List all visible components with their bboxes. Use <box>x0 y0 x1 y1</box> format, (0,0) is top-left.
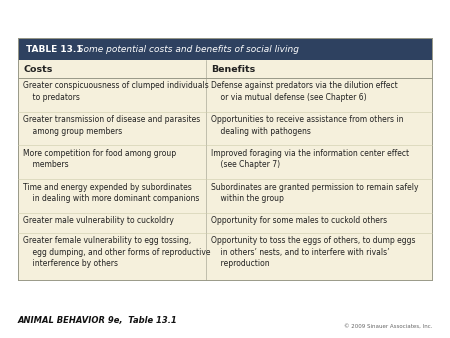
Bar <box>18 60 432 280</box>
Text: Subordinates are granted permission to remain safely
    within the group: Subordinates are granted permission to r… <box>212 183 419 203</box>
Text: Greater transmission of disease and parasites
    among group members: Greater transmission of disease and para… <box>23 115 200 136</box>
Text: Costs: Costs <box>23 65 52 73</box>
Text: Benefits: Benefits <box>212 65 256 73</box>
Text: Defense against predators via the dilution effect
    or via mutual defense (see: Defense against predators via the diluti… <box>212 81 398 102</box>
Text: Greater conspicuousness of clumped individuals
    to predators: Greater conspicuousness of clumped indiv… <box>23 81 209 102</box>
Text: © 2009 Sinauer Associates, Inc.: © 2009 Sinauer Associates, Inc. <box>343 323 432 329</box>
Text: Opportunities to receive assistance from others in
    dealing with pathogens: Opportunities to receive assistance from… <box>212 115 404 136</box>
Text: Opportunity to toss the eggs of others, to dump eggs
    in others’ nests, and t: Opportunity to toss the eggs of others, … <box>212 236 416 268</box>
Bar <box>18 38 432 60</box>
Text: Some potential costs and benefits of social living: Some potential costs and benefits of soc… <box>72 45 299 53</box>
Text: Greater female vulnerability to egg tossing,
    egg dumping, and other forms of: Greater female vulnerability to egg toss… <box>23 236 211 268</box>
Text: More competition for food among group
    members: More competition for food among group me… <box>23 149 176 169</box>
Text: Time and energy expended by subordinates
    in dealing with more dominant compa: Time and energy expended by subordinates… <box>23 183 199 203</box>
Text: Greater male vulnerability to cuckoldry: Greater male vulnerability to cuckoldry <box>23 216 174 225</box>
Text: TABLE 13.1: TABLE 13.1 <box>26 45 82 53</box>
Text: Opportunity for some males to cuckold others: Opportunity for some males to cuckold ot… <box>212 216 387 225</box>
Text: Improved foraging via the information center effect
    (see Chapter 7): Improved foraging via the information ce… <box>212 149 410 169</box>
Text: ANIMAL BEHAVIOR 9e,  Table 13.1: ANIMAL BEHAVIOR 9e, Table 13.1 <box>18 315 178 324</box>
